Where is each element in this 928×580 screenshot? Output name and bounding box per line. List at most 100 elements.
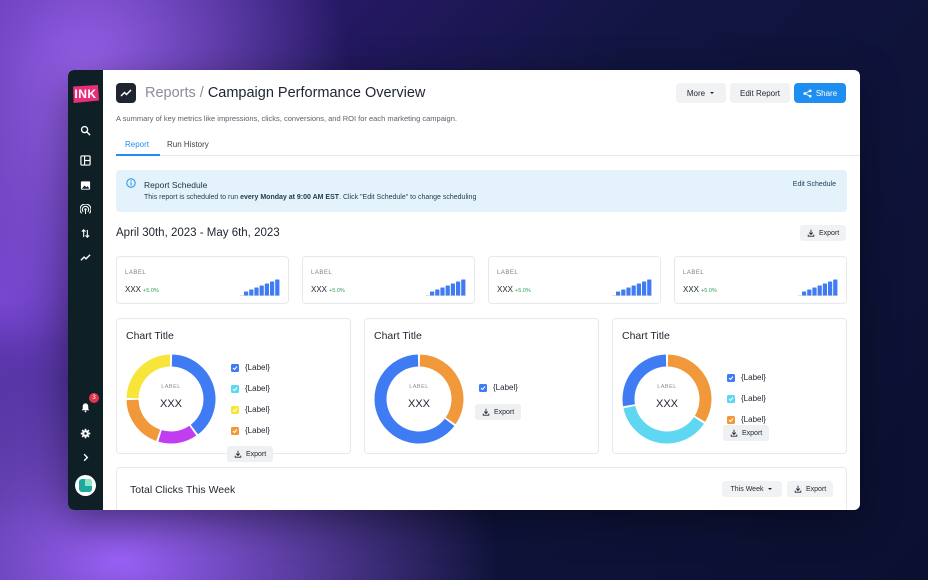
export-button[interactable]: Export — [787, 481, 834, 497]
checkbox-icon[interactable] — [727, 373, 735, 382]
kpi-bar — [461, 279, 466, 296]
checkbox-icon[interactable] — [727, 415, 735, 424]
kpi-bar — [244, 291, 249, 296]
breadcrumb: Reports / Campaign Performance Overview — [145, 85, 425, 101]
caret-down-icon — [768, 488, 773, 490]
donut-center-label: LABEL — [657, 384, 677, 390]
legend-label: {Label} — [741, 373, 766, 382]
ink-logo[interactable]: INK — [73, 85, 99, 103]
kpi-label: LABEL — [497, 270, 519, 276]
trending-icon[interactable] — [68, 248, 103, 266]
period-select[interactable]: This Week — [722, 481, 782, 497]
dashboard-icon[interactable] — [68, 151, 103, 169]
date-range: April 30th, 2023 - May 6th, 2023 — [116, 227, 280, 239]
gear-icon[interactable] — [68, 424, 103, 442]
total-clicks-card: Total Clicks This Week This Week Export — [116, 467, 847, 510]
kpi-card: LABEL XXX +5.0% — [302, 256, 475, 304]
kpi-sparkbars — [240, 279, 280, 296]
kpi-bar — [621, 289, 626, 296]
app-window: INK 3 — [68, 70, 860, 510]
kpi-bar — [812, 287, 817, 296]
legend-item[interactable]: {Label} — [727, 394, 766, 403]
period-select-label: This Week — [730, 485, 764, 493]
page-subtitle: A summary of key metrics like impression… — [116, 114, 457, 123]
share-icon — [803, 88, 812, 98]
bell-icon[interactable] — [68, 398, 103, 416]
legend-item[interactable]: {Label} — [231, 426, 270, 435]
trending-icon — [116, 83, 136, 103]
avatar[interactable] — [75, 475, 96, 496]
legend-item[interactable]: {Label} — [727, 373, 766, 382]
kpi-value: XXX +5.0% — [683, 285, 717, 294]
breadcrumb-separator: / — [199, 85, 204, 101]
download-icon — [807, 229, 815, 237]
kpi-sparkbars — [426, 279, 466, 296]
kpi-sparkbars — [798, 279, 838, 296]
kpi-bar — [616, 291, 621, 296]
download-icon — [234, 450, 242, 458]
donut-center-value: XXX — [655, 398, 678, 410]
donut-segment[interactable] — [623, 405, 704, 444]
kpi-bar — [445, 285, 450, 296]
kpi-card: LABEL XXX +5.0% — [674, 256, 847, 304]
kpi-bar — [450, 283, 455, 296]
chart-title: Chart Title — [126, 330, 174, 342]
edit-schedule-link[interactable]: Edit Schedule — [792, 181, 836, 188]
checkbox-icon[interactable] — [231, 405, 239, 414]
legend-item[interactable]: {Label} — [479, 383, 518, 392]
kpi-label: LABEL — [125, 270, 147, 276]
download-icon — [482, 408, 490, 416]
checkbox-icon[interactable] — [727, 394, 735, 403]
image-icon[interactable] — [68, 176, 103, 194]
notification-badge: 3 — [89, 393, 99, 403]
donut-segment[interactable] — [158, 425, 197, 444]
share-label: Share — [815, 88, 838, 98]
legend-label: {Label} — [245, 363, 270, 372]
page-title: Campaign Performance Overview — [207, 85, 426, 101]
export-button[interactable]: Export — [723, 425, 770, 441]
search-icon[interactable] — [68, 121, 103, 139]
edit-report-button[interactable]: Edit Report — [730, 83, 790, 103]
tab-run-history[interactable]: Run History — [167, 140, 209, 149]
checkbox-icon[interactable] — [231, 384, 239, 393]
checkbox-icon[interactable] — [231, 363, 239, 372]
donut-segment[interactable] — [667, 354, 712, 422]
legend-label: {Label} — [741, 394, 766, 403]
more-button[interactable]: More — [676, 83, 726, 103]
kpi-card: LABEL XXX +5.0% — [488, 256, 661, 304]
checkbox-icon[interactable] — [479, 383, 487, 392]
chart-title: Chart Title — [622, 330, 670, 342]
checkbox-icon[interactable] — [231, 426, 239, 435]
kpi-bar — [642, 281, 647, 296]
donut-segment[interactable] — [126, 354, 171, 399]
donut-chart-card: Chart Title LABEL XXX {Label} Export — [364, 318, 599, 454]
export-button[interactable]: Export — [800, 225, 847, 241]
donut-segment[interactable] — [171, 354, 216, 435]
chevron-right-icon[interactable] — [68, 448, 103, 466]
donut-segment[interactable] — [622, 354, 667, 407]
export-button[interactable]: Export — [475, 404, 522, 420]
donut-segment[interactable] — [419, 354, 464, 425]
export-label: Export — [806, 485, 827, 493]
kpi-label: LABEL — [683, 270, 705, 276]
kpi-bar — [270, 281, 275, 296]
legend-item[interactable]: {Label} — [231, 405, 270, 414]
tab-report[interactable]: Report — [125, 140, 150, 149]
kpi-label: LABEL — [311, 270, 333, 276]
legend-item[interactable]: {Label} — [231, 363, 270, 372]
schedule-banner: Report Schedule This report is scheduled… — [116, 170, 847, 212]
legend-item[interactable]: {Label} — [231, 384, 270, 393]
kpi-bar — [807, 289, 812, 296]
donut-segment[interactable] — [126, 399, 161, 441]
share-button[interactable]: Share — [794, 83, 846, 103]
kpi-bar — [647, 279, 652, 296]
breadcrumb-reports[interactable]: Reports — [145, 85, 196, 101]
tab-bar: Report Run History — [116, 132, 860, 156]
donut-chart-card: Chart Title LABEL XXX {Label} {Label} {Label}… — [116, 318, 351, 462]
kpi-bar — [440, 287, 445, 296]
legend-item[interactable]: {Label} — [727, 415, 766, 424]
donut-segment[interactable] — [374, 354, 455, 444]
sort-icon[interactable] — [68, 224, 103, 242]
export-button[interactable]: Export — [227, 446, 274, 462]
broadcast-icon[interactable] — [68, 200, 103, 218]
